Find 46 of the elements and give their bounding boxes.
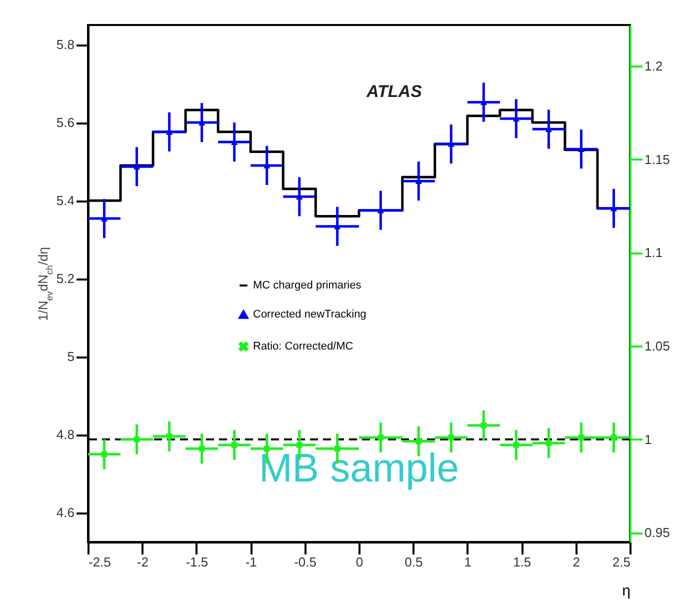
legend-label: MC charged primaries: [253, 280, 362, 292]
y2-tick-label: 0.95: [644, 525, 670, 540]
point: [512, 442, 520, 448]
y-tick-label: 5.2: [56, 271, 74, 286]
point: [480, 422, 488, 429]
x-tick-label: 1.5: [513, 554, 532, 570]
x-tick-label: 1: [464, 554, 472, 570]
x-tick-label: 0.5: [404, 554, 423, 570]
x-tick-label: -1: [245, 554, 257, 570]
x-tick-label: 2.5: [612, 554, 630, 570]
y2-tick-label: 1.2: [644, 58, 663, 74]
point: [166, 433, 173, 440]
point: [578, 434, 585, 441]
point: [198, 445, 206, 452]
y-tick-label: 4.6: [56, 505, 74, 520]
x-tick-label: -2: [136, 554, 148, 570]
y-tick-label: 5.6: [56, 115, 74, 130]
x-tick-label: -1.5: [186, 554, 208, 570]
legend-label: Corrected newTracking: [253, 308, 366, 320]
point: [100, 450, 108, 458]
y-tick-label: 5.8: [56, 37, 74, 52]
point: [377, 434, 384, 441]
point: [610, 434, 618, 441]
point: [230, 442, 238, 448]
y2-tick-label: 1.15: [644, 152, 670, 167]
point: [334, 445, 341, 452]
x-tick-label: -0.5: [294, 554, 317, 570]
annotation: ATLAS: [366, 82, 423, 102]
point: [133, 436, 140, 443]
x-tick-label: 0: [356, 554, 364, 570]
y-tick-label: 5: [67, 349, 74, 364]
y2-tick-label: 1.05: [644, 338, 670, 354]
point: [415, 438, 422, 445]
x-tick-label: -2.5: [88, 554, 111, 570]
legend-label: Ratio: Corrected/MC: [253, 340, 354, 352]
y-tick-label: 5.4: [56, 193, 74, 208]
point: [545, 440, 552, 446]
x-axis-title: η: [622, 582, 630, 600]
point: [448, 434, 454, 441]
point: [296, 442, 303, 448]
annotation: MB sample: [258, 446, 460, 491]
x-tick-label: 2: [572, 554, 580, 570]
y-tick-label: 4.8: [56, 427, 74, 442]
y2-tick-label: 1.1: [644, 245, 663, 260]
point: [264, 445, 270, 452]
y2-tick-label: 1: [644, 432, 652, 447]
